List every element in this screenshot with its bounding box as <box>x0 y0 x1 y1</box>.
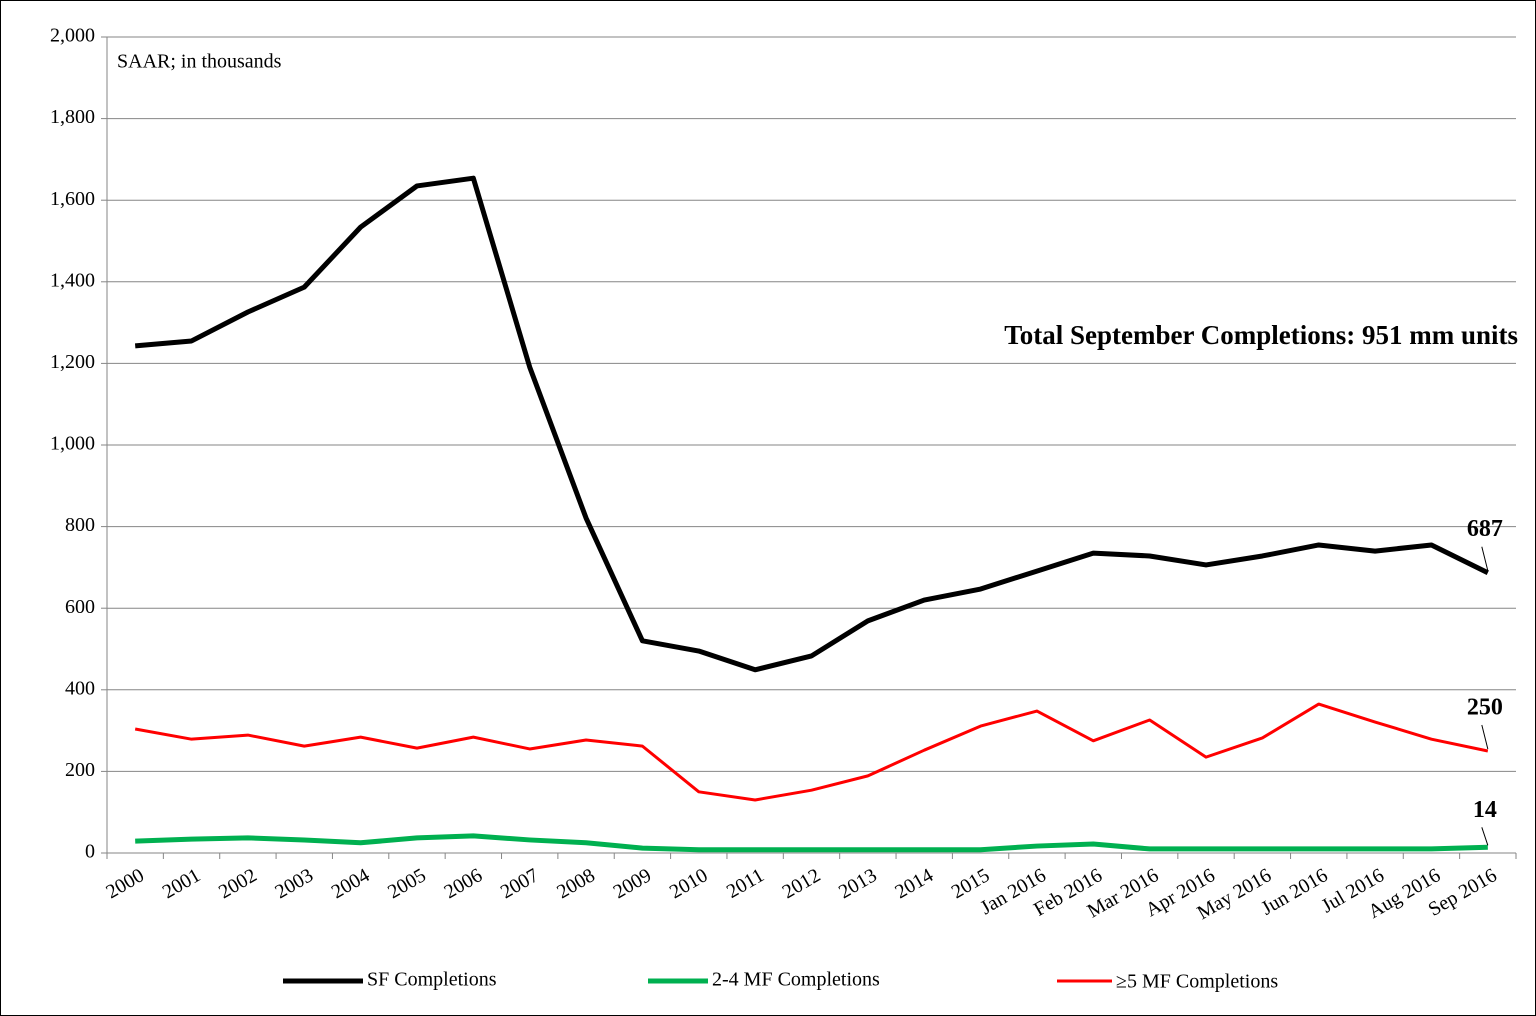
y-tick-label: 2,000 <box>50 25 95 47</box>
label-leader <box>1481 546 1489 571</box>
y-tick-label: 1,000 <box>50 433 95 455</box>
data-label: 250 <box>1467 695 1503 721</box>
series-line <box>135 833 1488 853</box>
data-label: 687 <box>1467 516 1503 542</box>
y-tick-label: 600 <box>65 596 95 618</box>
y-tick-label: 200 <box>65 759 95 781</box>
legend-label: ≥5 MF Completions <box>1116 971 1278 993</box>
legend-label: 2-4 MF Completions <box>712 969 880 991</box>
y-tick-label: 800 <box>65 514 95 536</box>
series-line <box>134 175 1489 673</box>
y-tick-label: 400 <box>65 677 95 699</box>
y-tick-label: 1,200 <box>50 351 95 373</box>
label-leader <box>1481 724 1489 750</box>
annotation: SAAR; in thousands <box>117 51 282 73</box>
y-tick-label: 0 <box>85 841 95 863</box>
y-tick-label: 1,400 <box>50 269 95 291</box>
data-label: 14 <box>1473 797 1497 823</box>
legend-label: SF Completions <box>367 969 497 991</box>
label-leader <box>1481 827 1489 846</box>
annotation: Total September Completions: 951 mm unit… <box>1004 320 1518 350</box>
series-line <box>134 702 1489 802</box>
y-tick-label: 1,600 <box>50 188 95 210</box>
y-tick-label: 1,800 <box>50 106 95 128</box>
